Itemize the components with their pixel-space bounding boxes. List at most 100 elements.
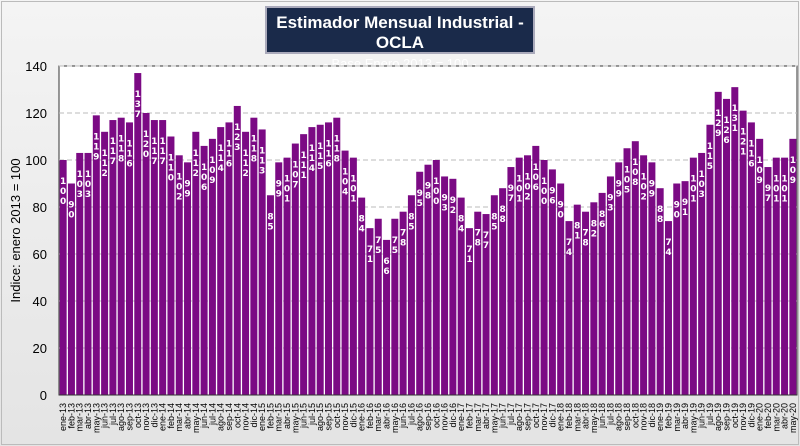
x-tick-label: ago-15 — [315, 403, 325, 431]
bar — [349, 157, 357, 395]
bar — [499, 188, 507, 395]
bar — [557, 183, 565, 395]
x-tick-label: may-20 — [788, 403, 798, 433]
x-tick-label: sep-17 — [523, 403, 533, 431]
bar — [67, 183, 75, 395]
bar — [150, 120, 158, 396]
x-tick-label: sep-15 — [323, 403, 333, 431]
x-tick-label: ago-19 — [713, 403, 723, 431]
x-tick-label: nov-18 — [639, 403, 649, 431]
y-tick-label: 80 — [33, 200, 47, 215]
x-tick-label: oct-14 — [232, 403, 242, 428]
x-tick-label: sep-18 — [622, 403, 632, 431]
bar — [167, 136, 175, 395]
bar — [747, 122, 755, 396]
x-tick-label: nov-14 — [241, 403, 251, 431]
bar — [250, 117, 258, 395]
x-tick-label: nov-15 — [340, 403, 350, 431]
x-tick-label: oct-13 — [133, 403, 143, 428]
x-tick-label: ene-14 — [158, 403, 168, 431]
y-tick-label: 140 — [25, 59, 47, 74]
x-tick-label: feb-20 — [763, 403, 773, 429]
y-axis-label: Indice: enero 2013 = 100 — [8, 158, 23, 302]
bar — [474, 211, 482, 395]
bar — [756, 138, 764, 395]
x-tick-label: sep-19 — [722, 403, 732, 431]
x-tick-label: dic-15 — [348, 403, 358, 428]
bar — [789, 138, 797, 395]
bar — [640, 155, 648, 395]
x-tick-label: abr-14 — [183, 403, 193, 429]
bar — [548, 169, 556, 395]
x-tick-label: feb-15 — [265, 403, 275, 429]
x-tick-label: ago-18 — [614, 403, 624, 431]
bar — [233, 105, 241, 395]
bar — [266, 195, 274, 395]
bar — [764, 167, 772, 395]
bar — [623, 148, 631, 395]
x-tick-label: feb-19 — [663, 403, 673, 429]
bar — [490, 195, 498, 395]
bar — [664, 221, 672, 395]
bar — [648, 162, 656, 395]
x-tick-label: nov-19 — [738, 403, 748, 431]
bar — [192, 131, 200, 396]
x-tick-label: feb-17 — [464, 403, 474, 429]
bar — [358, 197, 366, 395]
bar — [739, 110, 747, 396]
bar — [698, 152, 706, 395]
bar — [681, 181, 689, 395]
bar — [200, 145, 208, 395]
x-tick-label: jun-15 — [299, 403, 309, 429]
x-tick-label: sep-14 — [224, 403, 234, 431]
bar — [432, 160, 440, 395]
x-tick-label: dic-16 — [448, 403, 458, 428]
bar — [723, 98, 731, 396]
x-tick-label: abr-16 — [382, 403, 392, 429]
bar — [507, 167, 515, 395]
bar — [598, 192, 606, 395]
bar — [391, 218, 399, 395]
x-tick-label: jun-16 — [398, 403, 408, 429]
bar — [482, 214, 490, 395]
bar — [59, 160, 67, 395]
bar — [582, 211, 590, 395]
x-tick-label: may-15 — [290, 403, 300, 433]
bar — [134, 73, 142, 396]
x-tick-label: ene-18 — [556, 403, 566, 431]
bar — [441, 176, 449, 395]
